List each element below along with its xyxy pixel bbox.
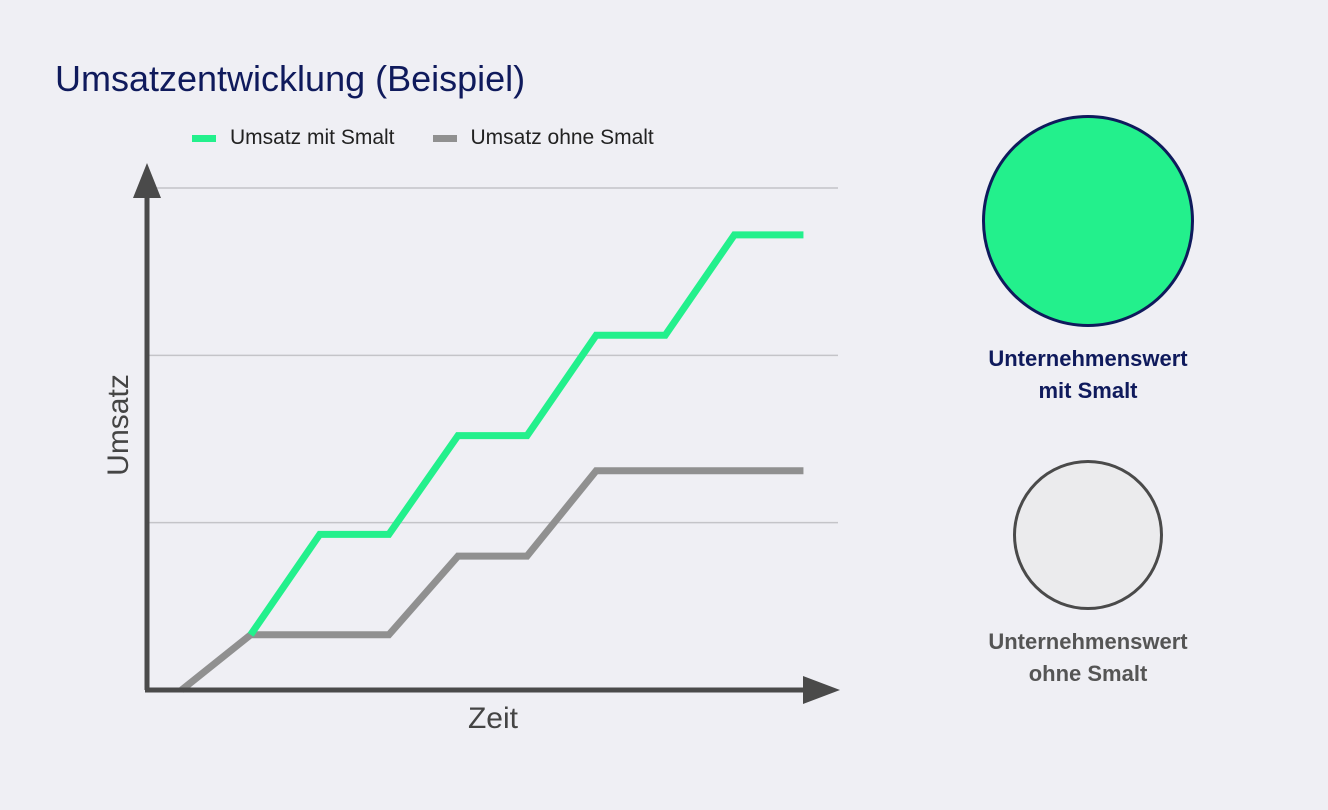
y-axis-arrow bbox=[133, 163, 161, 198]
valuation-without-label-line2: ohne Smalt bbox=[1028, 661, 1148, 686]
legend-swatch-without bbox=[432, 134, 457, 142]
grid-lines bbox=[147, 187, 838, 524]
valuation-with-label-line1: Unternehmenswert bbox=[988, 346, 1188, 371]
valuation-with-label: Unternehmenswert mit Smalt bbox=[938, 343, 1238, 407]
chart-title: Umsatzentwicklung (Beispiel) bbox=[55, 58, 526, 99]
valuation-with-label-line2: mit Smalt bbox=[1038, 378, 1138, 403]
valuation-without-circle bbox=[1013, 460, 1163, 610]
valuation-without-label-line1: Unternehmenswert bbox=[988, 629, 1188, 654]
y-axis-label: Umsatz bbox=[102, 374, 135, 476]
valuation-without-label: Unternehmenswert ohne Smalt bbox=[938, 626, 1238, 690]
valuation-with-block: Unternehmenswert mit Smalt bbox=[938, 115, 1238, 407]
x-axis-arrow bbox=[803, 676, 840, 704]
valuation-without-block: Unternehmenswert ohne Smalt bbox=[938, 460, 1238, 690]
legend-item-with: Umsatz mit Smalt bbox=[192, 126, 395, 150]
legend-swatch-with bbox=[192, 134, 216, 142]
series-line-without-smalt bbox=[179, 467, 804, 693]
chart-legend: Umsatz mit Smalt Umsatz ohne Smalt bbox=[192, 126, 692, 150]
chart-axes bbox=[133, 163, 840, 704]
legend-item-without: Umsatz ohne Smalt bbox=[432, 126, 654, 150]
valuation-with-circle bbox=[982, 115, 1194, 327]
series-line-with-smalt bbox=[247, 231, 804, 637]
legend-label-with: Umsatz mit Smalt bbox=[230, 126, 395, 149]
chart-series bbox=[179, 231, 804, 693]
x-axis-label: Zeit bbox=[468, 702, 519, 735]
legend-label-without: Umsatz ohne Smalt bbox=[470, 126, 654, 149]
